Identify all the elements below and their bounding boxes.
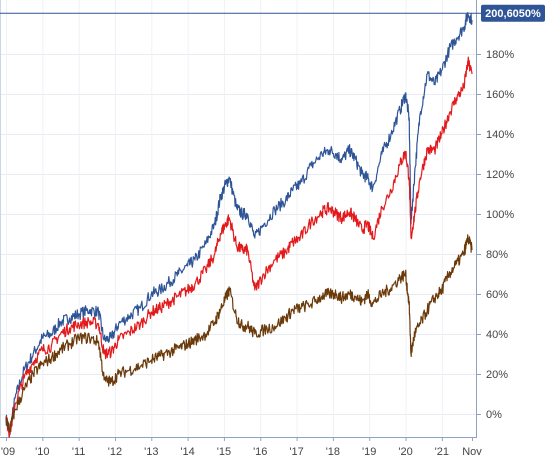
x-tick-label: '18 bbox=[326, 446, 340, 458]
x-tick-label: '11 bbox=[72, 446, 86, 458]
y-tick-label: 80% bbox=[486, 249, 508, 261]
y-tick-label: 40% bbox=[486, 329, 508, 341]
x-axis-ticks: '09 '10 '11 '12 '13 '14 '15 '16 '17 '18 '19 '20 '21 N… bbox=[1, 437, 482, 458]
vertical-grid bbox=[6, 0, 443, 437]
y-tick-label: 180% bbox=[486, 49, 514, 61]
x-tick-label: '21 bbox=[435, 446, 449, 458]
y-tick-label: 120% bbox=[486, 169, 514, 181]
x-tick-label: '14 bbox=[180, 446, 194, 458]
series-line-3 bbox=[5, 234, 473, 433]
x-tick-label: '13 bbox=[144, 446, 158, 458]
y-tick-label: 160% bbox=[486, 89, 514, 101]
y-tick-label: 0% bbox=[486, 409, 502, 421]
x-tick-label: '10 bbox=[35, 446, 49, 458]
x-tick-label: '20 bbox=[398, 446, 412, 458]
y-tick-label: 20% bbox=[486, 369, 508, 381]
series-group bbox=[5, 12, 473, 438]
x-tick-label: Nov bbox=[462, 446, 482, 458]
current-value-box bbox=[481, 4, 545, 22]
current-value-label: 200,6050% bbox=[485, 8, 541, 20]
y-tick-label: 100% bbox=[486, 209, 514, 221]
y-axis-ticks: 0% 20% 40% 60% 80% 100% 120% 140% 160% 180% bbox=[477, 49, 514, 421]
series-line-1 bbox=[5, 12, 473, 436]
current-value-callout: 200,6050% bbox=[481, 4, 545, 22]
x-tick-label: '12 bbox=[108, 446, 122, 458]
x-tick-label: '17 bbox=[289, 446, 303, 458]
x-tick-label: '09 bbox=[1, 446, 15, 458]
series-line-2 bbox=[5, 56, 473, 438]
x-tick-label: '19 bbox=[362, 446, 376, 458]
x-tick-label: '15 bbox=[217, 446, 231, 458]
y-tick-label: 60% bbox=[486, 289, 508, 301]
y-tick-label: 140% bbox=[486, 129, 514, 141]
x-tick-label: '16 bbox=[253, 446, 267, 458]
